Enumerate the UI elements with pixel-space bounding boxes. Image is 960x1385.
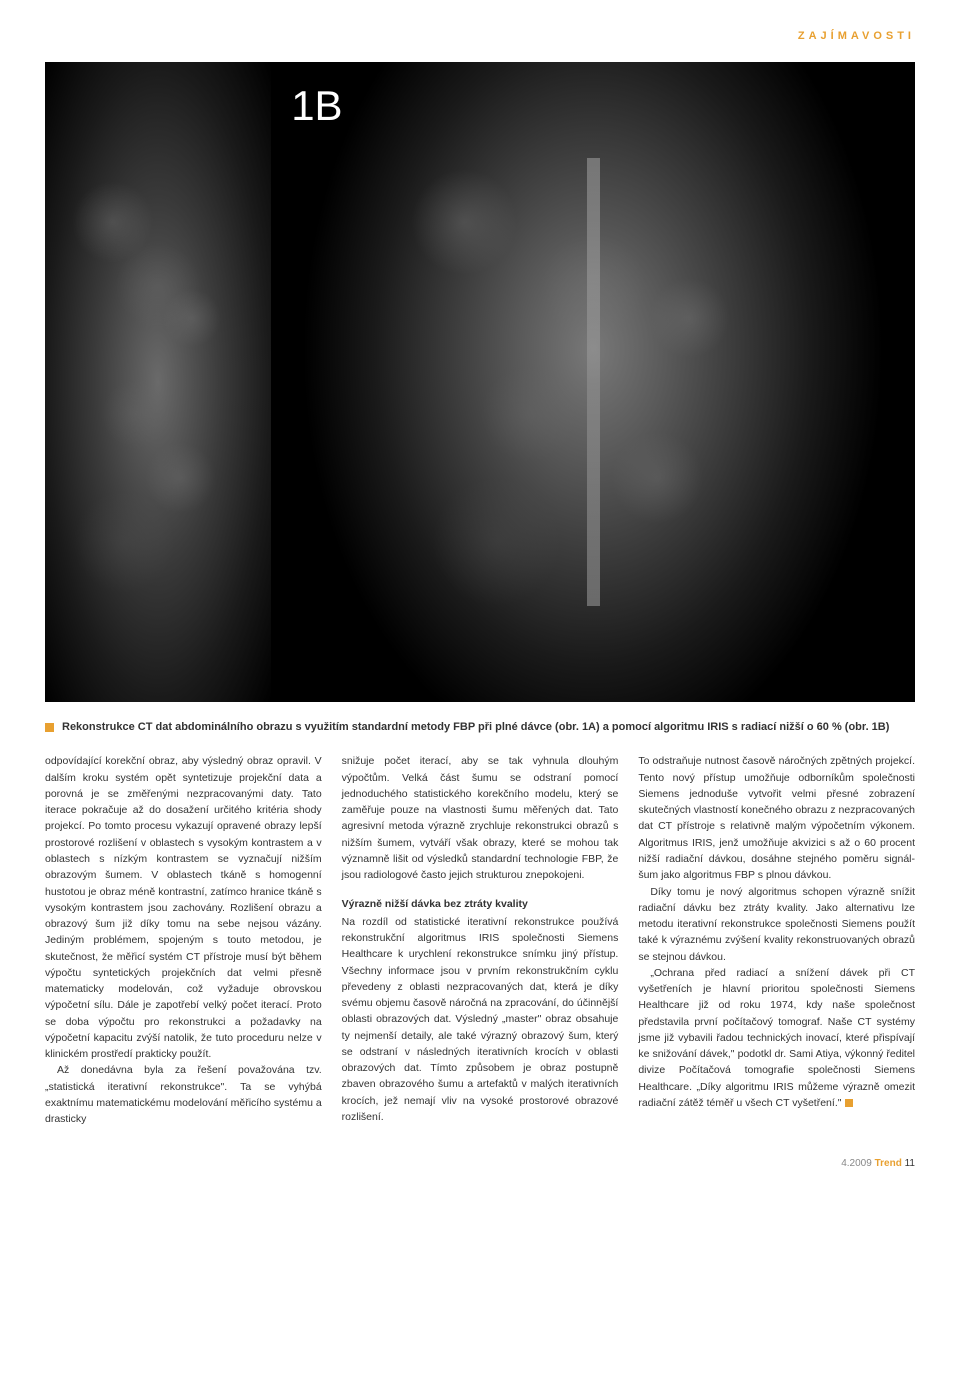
- col2-heading: Výrazně nižší dávka bez ztráty kvality: [342, 896, 619, 912]
- figure-caption-row: Rekonstrukce CT dat abdominálního obrazu…: [45, 720, 915, 735]
- col1-paragraph-1: odpovídající korekční obraz, aby výsledn…: [45, 753, 322, 1062]
- figure-caption: Rekonstrukce CT dat abdominálního obrazu…: [62, 720, 889, 735]
- col3-paragraph-2: Díky tomu je nový algoritmus schopen výr…: [638, 884, 915, 965]
- col3-paragraph-1: To odstraňuje nutnost časově náročných z…: [638, 753, 915, 883]
- ct-scan-right-panel: 1B: [271, 62, 915, 702]
- footer-page-number: 11: [905, 1158, 915, 1169]
- figure-label: 1B: [291, 82, 342, 130]
- column-1: odpovídající korekční obraz, aby výsledn…: [45, 753, 322, 1127]
- page-footer: 4.2009 Trend 11: [45, 1158, 915, 1169]
- col3-paragraph-3: „Ochrana před radiací a snížení dávek př…: [638, 965, 915, 1111]
- col2-paragraph-1: snižuje počet iterací, aby se tak vyhnul…: [342, 753, 619, 883]
- article-end-icon: [845, 1099, 853, 1107]
- scan-spine-feature: [587, 158, 600, 606]
- header-category: ZAJÍMAVOSTI: [45, 30, 915, 42]
- ct-scan-left-panel: [45, 62, 271, 702]
- column-2: snižuje počet iterací, aby se tak vyhnul…: [342, 753, 619, 1127]
- col1-paragraph-2: Až donedávna byla za řešení považována t…: [45, 1062, 322, 1127]
- article-body-columns: odpovídající korekční obraz, aby výsledn…: [45, 753, 915, 1127]
- column-3: To odstraňuje nutnost časově náročných z…: [638, 753, 915, 1127]
- caption-bullet-icon: [45, 723, 54, 732]
- footer-issue: 4.2009: [841, 1158, 872, 1169]
- footer-journal: Trend: [875, 1158, 902, 1169]
- ct-scan-figure: 1B: [45, 62, 915, 702]
- col2-paragraph-2: Na rozdíl od statistické iterativní reko…: [342, 914, 619, 1125]
- scan-texture-left: [45, 62, 271, 702]
- col3-paragraph-3-text: „Ochrana před radiací a snížení dávek př…: [638, 967, 915, 1109]
